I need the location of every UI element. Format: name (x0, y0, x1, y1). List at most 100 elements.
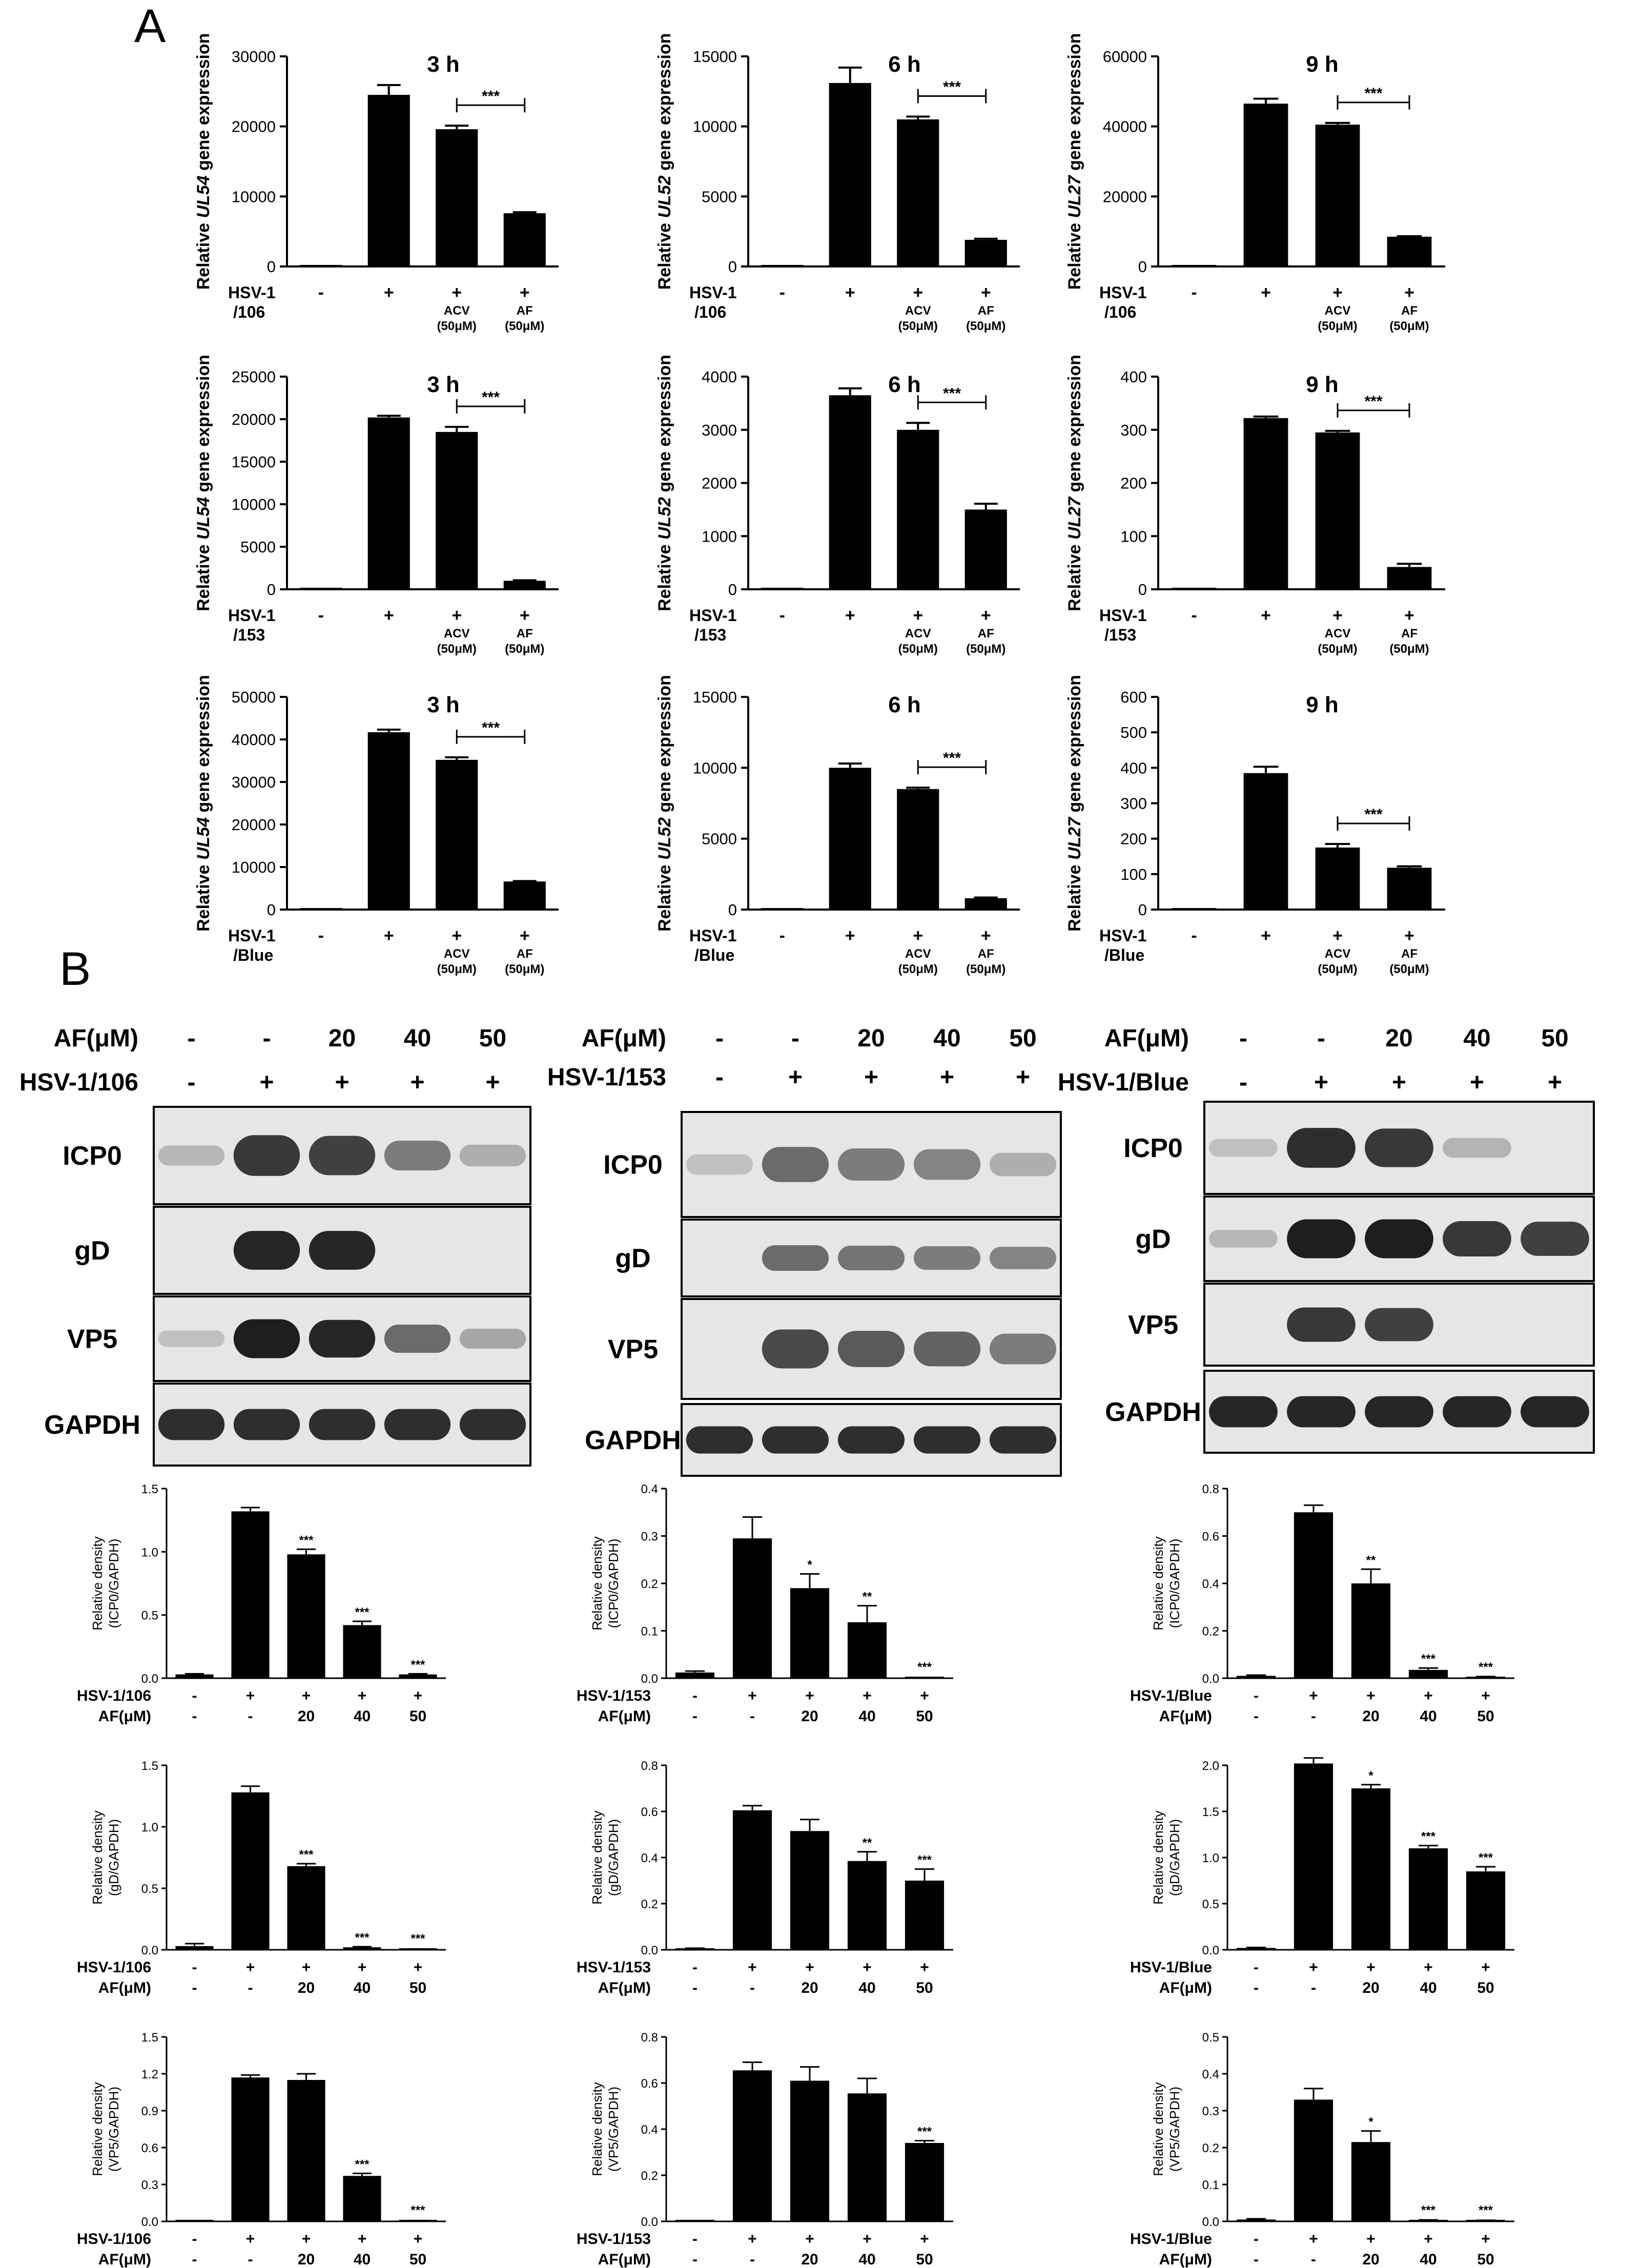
y-tick-label: 0.1 (641, 1625, 658, 1639)
hsv-sign: + (981, 926, 991, 945)
af-row-value: - (692, 1980, 697, 1996)
af-row-value: - (248, 1980, 253, 1996)
bar (1172, 588, 1217, 589)
hsv-header-value: + (1392, 1069, 1406, 1096)
bar (1351, 1788, 1391, 1950)
hsv-header-value: + (335, 1069, 349, 1096)
hsv-row-value: + (1309, 1687, 1318, 1704)
bar (231, 2077, 270, 2221)
y-tick-label: 0.8 (1202, 1482, 1219, 1496)
blot-band (1287, 1219, 1356, 1259)
y-tick-label: 0 (1138, 581, 1147, 599)
y-axis-label-ratio: (VP5/GAPDH) (1167, 2087, 1182, 2172)
significance-label: *** (1364, 806, 1382, 823)
y-tick-label: 0.0 (141, 1944, 158, 1957)
y-axis-label-gene: UL52 (655, 175, 674, 218)
y-tick-label: 15000 (693, 688, 737, 706)
blot-band (233, 1231, 300, 1270)
bar (675, 2220, 715, 2221)
ratio-rest: /GAPDH) (106, 1539, 121, 1594)
y-tick-label: 0.0 (641, 1672, 658, 1686)
blot-label: ICP0 (1123, 1133, 1183, 1163)
af-row-value: - (192, 1708, 197, 1725)
y-tick-label: 0 (1138, 901, 1147, 919)
y-axis-label: Relative UL54 gene expression (194, 355, 213, 611)
western-blot-3: AF(μM) HSV-1/Blue - - 20 40 50 - + + + + ICP0 gD VP5 GA… (1058, 1025, 1595, 1454)
y-tick-label: 1.5 (141, 2031, 158, 2045)
bar (1294, 2099, 1333, 2221)
hsv-sign: - (1191, 283, 1197, 302)
blot-band (309, 1409, 376, 1440)
hsv-sign: + (520, 926, 530, 945)
y-axis-label-gene: UL27 (1065, 174, 1084, 218)
panel-a-chart-3-2: 0 5000 10000 15000 6 h Relative UL52 gene exp… (655, 675, 1020, 976)
y-axis-label-prefix: Relative (1065, 540, 1084, 611)
y-tick-label: 0.4 (641, 2123, 658, 2137)
significance-stars: *** (1479, 2203, 1493, 2217)
blot-label: ICP0 (63, 1141, 122, 1171)
af-row-label: AF(μM) (598, 1980, 651, 1996)
af-row-value: - (192, 2251, 197, 2268)
y-axis-label-prefix: Relative (1065, 218, 1084, 290)
hsv-sign: + (981, 606, 991, 625)
y-axis-label-prefix: Relative (194, 540, 213, 611)
bar (343, 1947, 381, 1950)
blot-label: GAPDH (1105, 1397, 1201, 1427)
significance-stars: ** (863, 1836, 872, 1850)
af-row-value: 50 (1477, 1980, 1494, 1996)
hsv-row-value: + (748, 1959, 757, 1976)
y-tick-label: 100 (1120, 527, 1147, 545)
y-axis-label-suffix: gene expression (194, 675, 213, 817)
hsv-row-value: + (863, 2231, 872, 2248)
y-axis-label: Relative density (90, 1810, 105, 1905)
y-tick-label: 0.1 (1202, 2178, 1219, 2192)
hsv-row-value: + (414, 1687, 423, 1704)
af-header-value: 20 (1385, 1025, 1412, 1052)
af-row-value: 50 (409, 2251, 426, 2268)
hsv-sign: + (1261, 606, 1271, 625)
hsv-sign: + (384, 606, 394, 625)
bar (175, 1946, 214, 1950)
strain-label: /Blue (1104, 946, 1144, 964)
af-header-value: - (1239, 1025, 1247, 1052)
significance-stars: *** (410, 1932, 425, 1946)
blot-band (837, 1426, 905, 1454)
hsv-sign: + (913, 606, 923, 625)
y-axis-label-suffix: gene expression (655, 355, 674, 497)
hsv-sign: + (913, 926, 923, 945)
hsv-row-value: + (1481, 2231, 1490, 2248)
density-chart-icp0-1: 0.0 0.5 1.0 1.5 Relative density (ICP0/GAPDH)… (77, 1482, 446, 1725)
af-header-value: - (188, 1025, 196, 1052)
density-chart-icp0-2: 0.0 0.1 0.2 0.3 0.4 Relative density (ICP0/GAP… (577, 1482, 953, 1725)
y-axis-label-suffix: gene expression (1065, 355, 1084, 497)
bar (897, 789, 939, 910)
blot-label: ICP0 (603, 1150, 663, 1180)
y-tick-label: 25000 (232, 368, 276, 386)
bar (761, 265, 804, 266)
hsv-sign: - (1191, 926, 1197, 945)
hsv-header-value: + (788, 1064, 803, 1091)
y-tick-label: 300 (1120, 795, 1147, 813)
western-blot-2: AF(μM) HSV-1/153 - - 20 40 50 - + + + + ICP0 gD VP5 GAP… (547, 1025, 1062, 1477)
hsv-sign: + (451, 926, 462, 945)
hsv-row-value: - (692, 2231, 697, 2248)
ratio-protein: gD (606, 1874, 621, 1891)
y-tick-label: 0.4 (1202, 1577, 1219, 1591)
significance-stars: ** (1366, 1553, 1376, 1567)
bar (300, 908, 342, 910)
bar (675, 1672, 715, 1678)
drug-label: ACV (444, 304, 470, 318)
drug-concentration: (50μM) (1389, 962, 1429, 976)
bar (231, 1511, 270, 1678)
y-axis-label: Relative UL54 gene expression (194, 675, 213, 932)
drug-concentration: (50μM) (1389, 319, 1429, 333)
ratio-rest: /GAPDH) (106, 2087, 121, 2142)
chart-title: 3 h (427, 52, 460, 77)
y-axis-label-ratio: (gD/GAPDH) (1167, 1819, 1182, 1896)
hsv-sign: + (1332, 606, 1343, 625)
y-axis-label-gene: UL54 (194, 497, 213, 540)
significance-stars: *** (355, 1931, 370, 1945)
chart-title: 3 h (427, 372, 460, 397)
y-tick-label: 0.2 (1202, 2141, 1219, 2155)
ratio-open: ( (606, 1891, 621, 1896)
